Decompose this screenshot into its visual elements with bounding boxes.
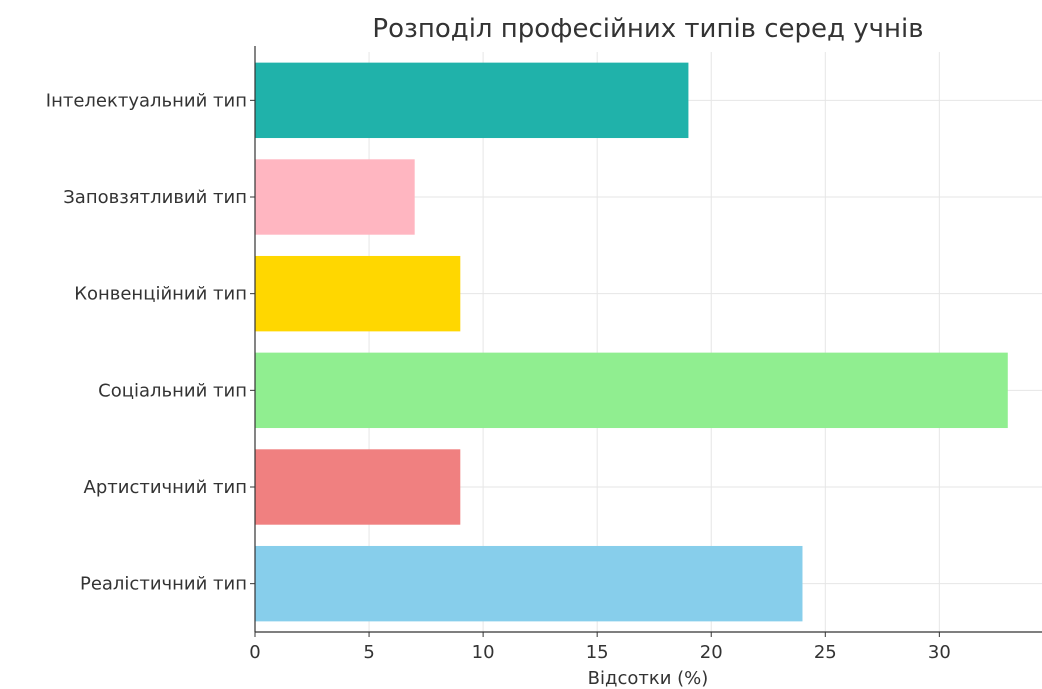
y-category-label: Соціальний тип [98, 380, 247, 401]
y-category-label: Інтелектуальний тип [46, 90, 247, 111]
x-axis-label: Відсотки (%) [588, 668, 709, 689]
x-tick-label: 30 [928, 642, 951, 663]
x-tick-label: 10 [472, 642, 495, 663]
bar [255, 62, 689, 139]
x-tick-label: 0 [249, 642, 260, 663]
y-category-label: Реалістичний тип [80, 574, 247, 595]
x-tick-label: 5 [363, 642, 374, 663]
bar [255, 352, 1008, 429]
chart-title: Розподіл професійних типів серед учнів [372, 14, 923, 44]
bar [255, 159, 415, 235]
bar [255, 255, 461, 332]
y-category-label: Конвенційний тип [74, 284, 247, 305]
bar [255, 545, 803, 622]
x-tick-label: 20 [700, 642, 723, 663]
bar [255, 449, 461, 525]
y-category-labels: Реалістичний тип Артистичний тип Соціальни… [46, 90, 255, 595]
x-tick-label: 25 [814, 642, 837, 663]
axes [254, 46, 1042, 633]
grid [254, 52, 1042, 632]
bars [255, 62, 1008, 622]
y-category-label: Артистичний тип [84, 477, 247, 498]
x-ticks: 0 5 10 15 20 25 30 [249, 632, 951, 663]
y-category-label: Заповзятливий тип [63, 187, 247, 208]
x-tick-label: 15 [586, 642, 609, 663]
